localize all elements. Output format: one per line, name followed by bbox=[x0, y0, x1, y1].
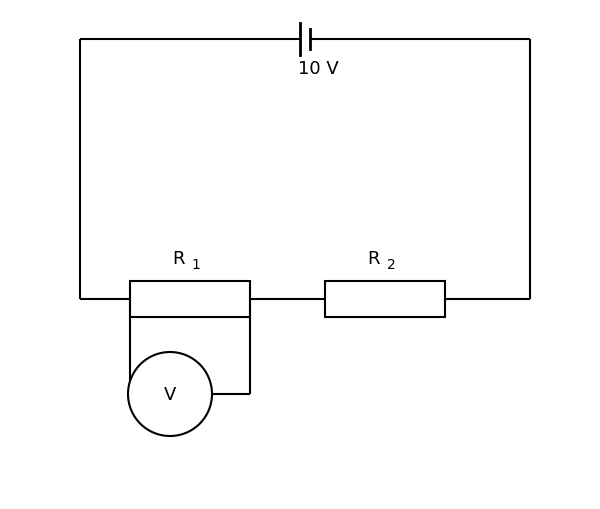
Text: R: R bbox=[172, 249, 184, 267]
Bar bbox=[130, 281, 250, 318]
Circle shape bbox=[128, 352, 212, 436]
Text: 10 V: 10 V bbox=[298, 60, 338, 78]
Text: 2: 2 bbox=[386, 258, 395, 271]
Text: R: R bbox=[367, 249, 379, 267]
Text: 1: 1 bbox=[191, 258, 200, 271]
Text: V: V bbox=[164, 385, 176, 403]
Bar bbox=[325, 281, 445, 318]
